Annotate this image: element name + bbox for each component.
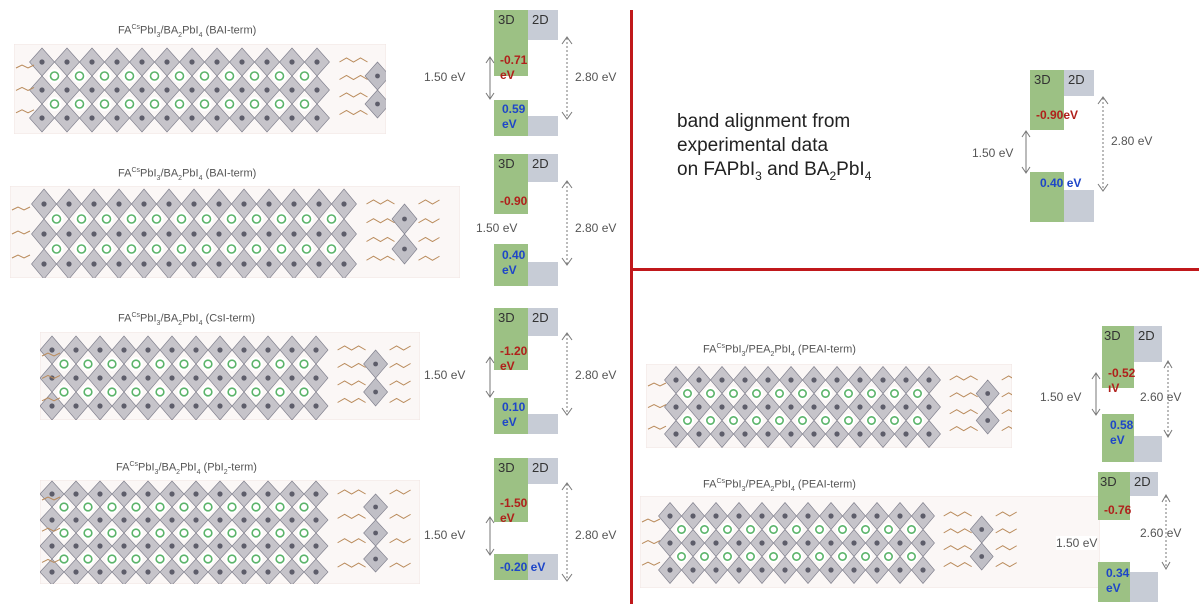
band-2d-vb — [528, 154, 558, 182]
gap-2d-arrow — [1163, 360, 1173, 438]
gap-2d: 2.60 eV — [1140, 390, 1182, 404]
gap-2d-arrow — [561, 36, 573, 120]
gap-3d: 1.50 eV — [424, 368, 466, 382]
band-3d-cb — [1030, 172, 1064, 222]
gap-3d: 1.50 eV — [424, 70, 466, 84]
horizontal-divider — [632, 268, 1199, 271]
label-3d: 3D — [498, 460, 515, 475]
band-3d-vb — [1102, 326, 1134, 388]
band-3d-cb — [494, 554, 528, 580]
band-2d-cb — [528, 116, 558, 136]
cb-offset: 0.34 eV — [1106, 566, 1130, 595]
gap-3d: 1.50 eV — [476, 221, 518, 235]
cb-offset: 0.59 eV — [502, 102, 526, 131]
band-3d-vb — [494, 308, 528, 370]
cb-offset: -0.20 eV — [500, 560, 546, 574]
experimental-caption: band alignment from experimental data on… — [677, 111, 872, 183]
band-2d-vb — [1134, 326, 1162, 362]
band-2d-vb — [528, 308, 558, 336]
band-3d-vb — [494, 154, 528, 214]
gap-2d: 2.80 eV — [1111, 134, 1153, 148]
band-3d-cb — [494, 398, 528, 434]
gap-2d: 2.80 eV — [575, 221, 617, 235]
band-2d-vb — [528, 458, 558, 484]
structure-title: FACsPbI3/BA2PbI4 (PbI2-term) — [116, 461, 257, 476]
band-3d-vb — [1098, 472, 1130, 520]
cb-offset: 0.10 eV — [502, 400, 526, 429]
gap-2d-arrow — [1097, 96, 1109, 192]
gap-3d-arrow — [1091, 372, 1101, 416]
label-3d: 3D — [498, 310, 515, 325]
label-2d: 2D — [1134, 474, 1151, 489]
gap-2d: 2.80 eV — [575, 70, 617, 84]
gap-3d-arrow — [485, 56, 495, 100]
gap-2d-arrow — [1161, 494, 1171, 570]
vb-offset: -0.90 — [500, 194, 528, 208]
crystal-structure-image — [10, 186, 460, 278]
label-3d: 3D — [1104, 328, 1121, 343]
label-2d: 2D — [532, 310, 549, 325]
crystal-structure-image — [40, 332, 420, 420]
band-2d-cb — [528, 554, 558, 580]
band-3d-vb — [494, 458, 528, 522]
structure-title: FACsPbI3/PEA2PbI4 (PEAI-term) — [703, 343, 856, 358]
gap-3d-arrow — [485, 356, 495, 398]
band-3d-cb — [494, 244, 528, 286]
crystal-structure-image — [640, 496, 1100, 588]
vb-offset: -0.90eV — [1036, 108, 1079, 122]
gap-3d-arrow — [485, 516, 495, 556]
gap-2d: 2.60 eV — [1140, 526, 1182, 540]
gap-2d-arrow — [561, 482, 573, 582]
label-3d: 3D — [498, 156, 515, 171]
label-2d: 2D — [532, 12, 549, 27]
crystal-structure-image — [40, 480, 420, 584]
vb-offset: -0.52 ıV — [1108, 366, 1136, 395]
vb-offset: -0.71 eV — [500, 53, 528, 82]
vertical-divider — [630, 10, 633, 604]
label-3d: 3D — [1100, 474, 1117, 489]
gap-2d: 2.80 eV — [575, 368, 617, 382]
band-2d-vb — [1064, 70, 1094, 96]
band-2d-cb — [1134, 436, 1162, 462]
cb-offset: 0.58 eV — [1110, 418, 1134, 447]
band-2d-cb — [1064, 190, 1094, 222]
gap-3d: 1.50 eV — [424, 528, 466, 542]
gap-2d: 2.80 eV — [575, 528, 617, 542]
vb-offset: -1.20 eV — [500, 344, 528, 373]
gap-3d: 1.50 eV — [1040, 390, 1082, 404]
gap-2d-arrow — [561, 332, 573, 416]
band-3d-cb — [1098, 562, 1130, 602]
gap-2d-arrow — [561, 180, 573, 266]
structure-title: FACsPbI3/PEA2PbI4 (PEAI-term) — [703, 478, 856, 493]
crystal-structure-image — [14, 44, 386, 134]
band-2d-vb — [528, 10, 558, 40]
band-2d-cb — [528, 262, 558, 286]
structure-title: FACsPbI3/BA2PbI4 (BAI-term) — [118, 167, 257, 182]
cb-offset: 0.40 eV — [502, 248, 526, 277]
band-2d-cb — [528, 414, 558, 434]
vb-offset: -0.76 — [1104, 503, 1132, 517]
label-2d: 2D — [532, 460, 549, 475]
label-2d: 2D — [1068, 72, 1085, 87]
band-3d-vb — [494, 10, 528, 76]
band-3d-vb — [1030, 70, 1064, 130]
gap-3d: 1.50 eV — [1056, 536, 1098, 550]
label-3d: 3D — [1034, 72, 1051, 87]
gap-3d-arrow — [1021, 130, 1031, 174]
vb-offset: -1.50 eV — [500, 496, 528, 525]
crystal-structure-image — [646, 364, 1012, 448]
label-3d: 3D — [498, 12, 515, 27]
cb-offset: 0.40 eV — [1040, 176, 1082, 190]
gap-3d: 1.50 eV — [972, 146, 1014, 160]
label-2d: 2D — [1138, 328, 1155, 343]
structure-title: FACsPbI3/BA2PbI4 (CsI-term) — [118, 312, 256, 327]
band-2d-vb — [1130, 472, 1158, 496]
label-2d: 2D — [532, 156, 549, 171]
band-3d-cb — [1102, 414, 1134, 462]
band-3d-cb — [494, 100, 528, 136]
structure-title: FACsPbI3/BA2PbI4 (BAI-term) — [118, 24, 257, 39]
band-2d-cb — [1130, 572, 1158, 602]
